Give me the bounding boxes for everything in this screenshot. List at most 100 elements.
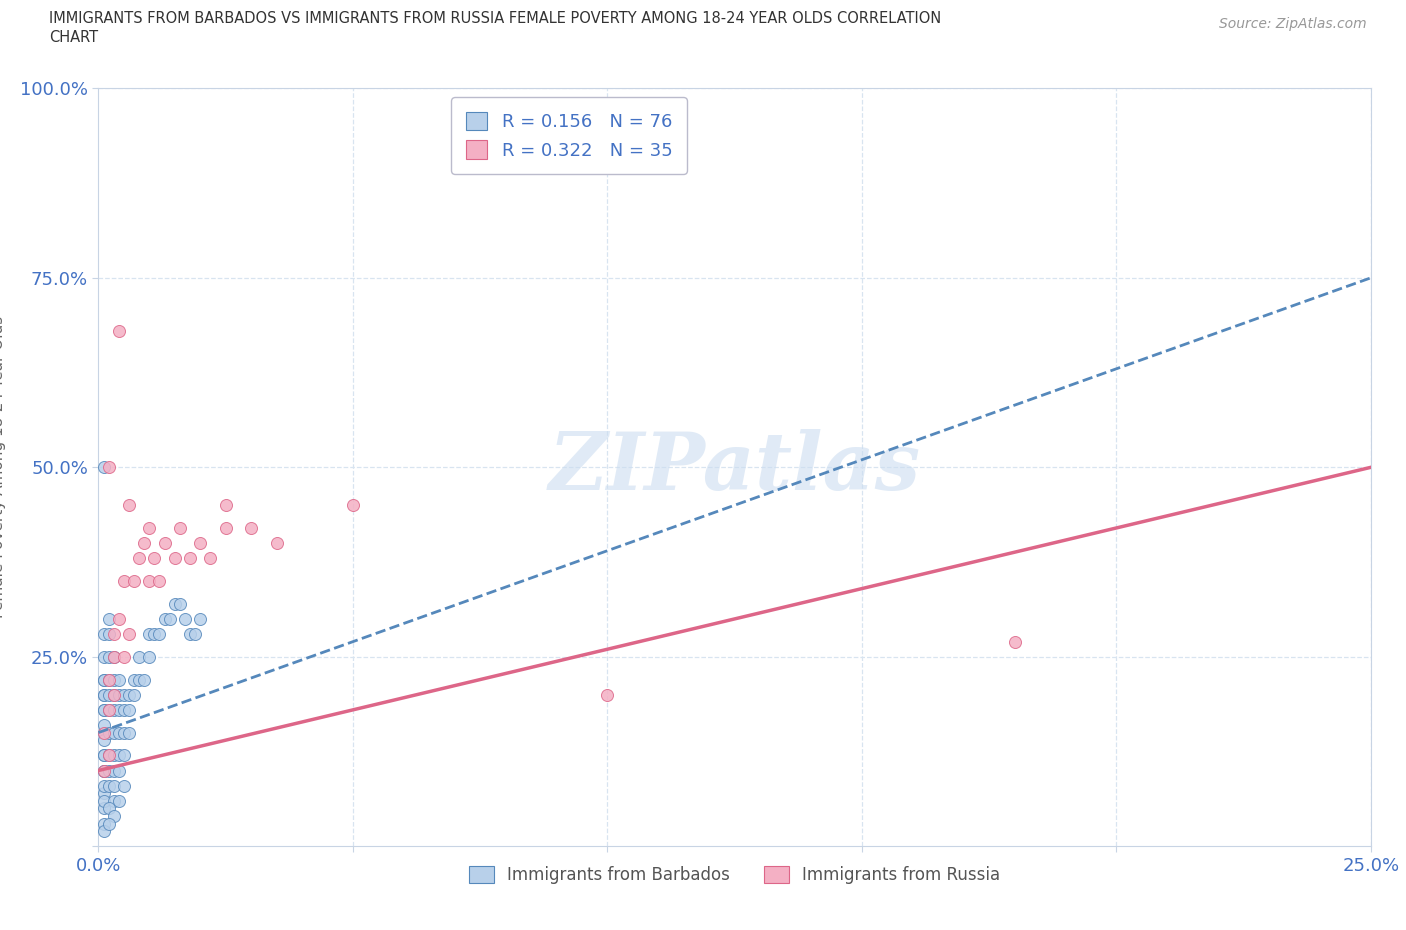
Point bbox=[97, 627, 120, 642]
Point bbox=[153, 612, 176, 627]
Point bbox=[107, 672, 129, 687]
Point bbox=[103, 793, 125, 808]
Point bbox=[93, 687, 115, 702]
Legend: Immigrants from Barbados, Immigrants from Russia: Immigrants from Barbados, Immigrants fro… bbox=[463, 859, 1007, 891]
Point bbox=[107, 725, 129, 740]
Point bbox=[112, 725, 135, 740]
Point bbox=[93, 786, 115, 801]
Point bbox=[138, 521, 160, 536]
Point bbox=[179, 627, 201, 642]
Point bbox=[93, 672, 115, 687]
Point bbox=[93, 801, 115, 816]
Point bbox=[107, 702, 129, 717]
Point bbox=[112, 778, 135, 793]
Point bbox=[122, 687, 145, 702]
Point bbox=[138, 649, 160, 664]
Point bbox=[97, 778, 120, 793]
Point bbox=[112, 687, 135, 702]
Point bbox=[159, 612, 181, 627]
Point bbox=[93, 725, 115, 740]
Point bbox=[103, 687, 125, 702]
Point bbox=[93, 748, 115, 763]
Point bbox=[122, 574, 145, 589]
Point bbox=[174, 612, 197, 627]
Point bbox=[93, 763, 115, 777]
Point bbox=[134, 536, 156, 551]
Text: ZIPatlas: ZIPatlas bbox=[548, 429, 921, 506]
Point bbox=[179, 551, 201, 565]
Point bbox=[93, 702, 115, 717]
Point bbox=[266, 536, 288, 551]
Point bbox=[112, 702, 135, 717]
Point bbox=[103, 672, 125, 687]
Point bbox=[112, 574, 135, 589]
Text: IMMIGRANTS FROM BARBADOS VS IMMIGRANTS FROM RUSSIA FEMALE POVERTY AMONG 18-24 YE: IMMIGRANTS FROM BARBADOS VS IMMIGRANTS F… bbox=[49, 11, 942, 26]
Point bbox=[122, 672, 145, 687]
Point bbox=[103, 627, 125, 642]
Point bbox=[138, 627, 160, 642]
Point bbox=[118, 498, 141, 512]
Point bbox=[143, 627, 166, 642]
Point bbox=[148, 627, 170, 642]
Point bbox=[103, 778, 125, 793]
Point bbox=[93, 817, 115, 831]
Point bbox=[93, 778, 115, 793]
Point bbox=[118, 687, 141, 702]
Point bbox=[169, 596, 191, 611]
Point bbox=[97, 687, 120, 702]
Point bbox=[118, 725, 141, 740]
Point bbox=[184, 627, 207, 642]
Point bbox=[107, 763, 129, 777]
Point bbox=[188, 536, 211, 551]
Point bbox=[97, 763, 120, 777]
Point bbox=[93, 649, 115, 664]
Point bbox=[134, 672, 156, 687]
Point bbox=[97, 725, 120, 740]
Point bbox=[240, 521, 263, 536]
Point bbox=[143, 551, 166, 565]
Point bbox=[118, 702, 141, 717]
Point bbox=[97, 702, 120, 717]
Point bbox=[93, 733, 115, 748]
Point bbox=[97, 702, 120, 717]
Point bbox=[93, 718, 115, 733]
Point bbox=[103, 808, 125, 823]
Point bbox=[103, 725, 125, 740]
Point bbox=[107, 324, 129, 339]
Point bbox=[163, 551, 186, 565]
Point bbox=[97, 649, 120, 664]
Point bbox=[93, 748, 115, 763]
Point bbox=[93, 627, 115, 642]
Point bbox=[188, 612, 211, 627]
Point bbox=[93, 763, 115, 777]
Point bbox=[138, 574, 160, 589]
Point bbox=[148, 574, 170, 589]
Point bbox=[103, 687, 125, 702]
Point bbox=[107, 612, 129, 627]
Point bbox=[342, 498, 364, 512]
Point bbox=[214, 521, 236, 536]
Point bbox=[596, 687, 619, 702]
Point bbox=[97, 748, 120, 763]
Point bbox=[93, 460, 115, 474]
Point bbox=[128, 672, 150, 687]
Point bbox=[153, 536, 176, 551]
Point bbox=[214, 498, 236, 512]
Point bbox=[93, 725, 115, 740]
Point bbox=[128, 649, 150, 664]
Point bbox=[103, 763, 125, 777]
Point bbox=[93, 702, 115, 717]
Point bbox=[103, 748, 125, 763]
Point bbox=[107, 793, 129, 808]
Point bbox=[103, 649, 125, 664]
Point bbox=[103, 702, 125, 717]
Point bbox=[93, 687, 115, 702]
Point bbox=[97, 460, 120, 474]
Point bbox=[97, 672, 120, 687]
Point bbox=[103, 649, 125, 664]
Point bbox=[93, 672, 115, 687]
Y-axis label: Female Poverty Among 18-24 Year Olds: Female Poverty Among 18-24 Year Olds bbox=[0, 316, 6, 618]
Text: CHART: CHART bbox=[49, 30, 98, 45]
Point bbox=[107, 748, 129, 763]
Point bbox=[169, 521, 191, 536]
